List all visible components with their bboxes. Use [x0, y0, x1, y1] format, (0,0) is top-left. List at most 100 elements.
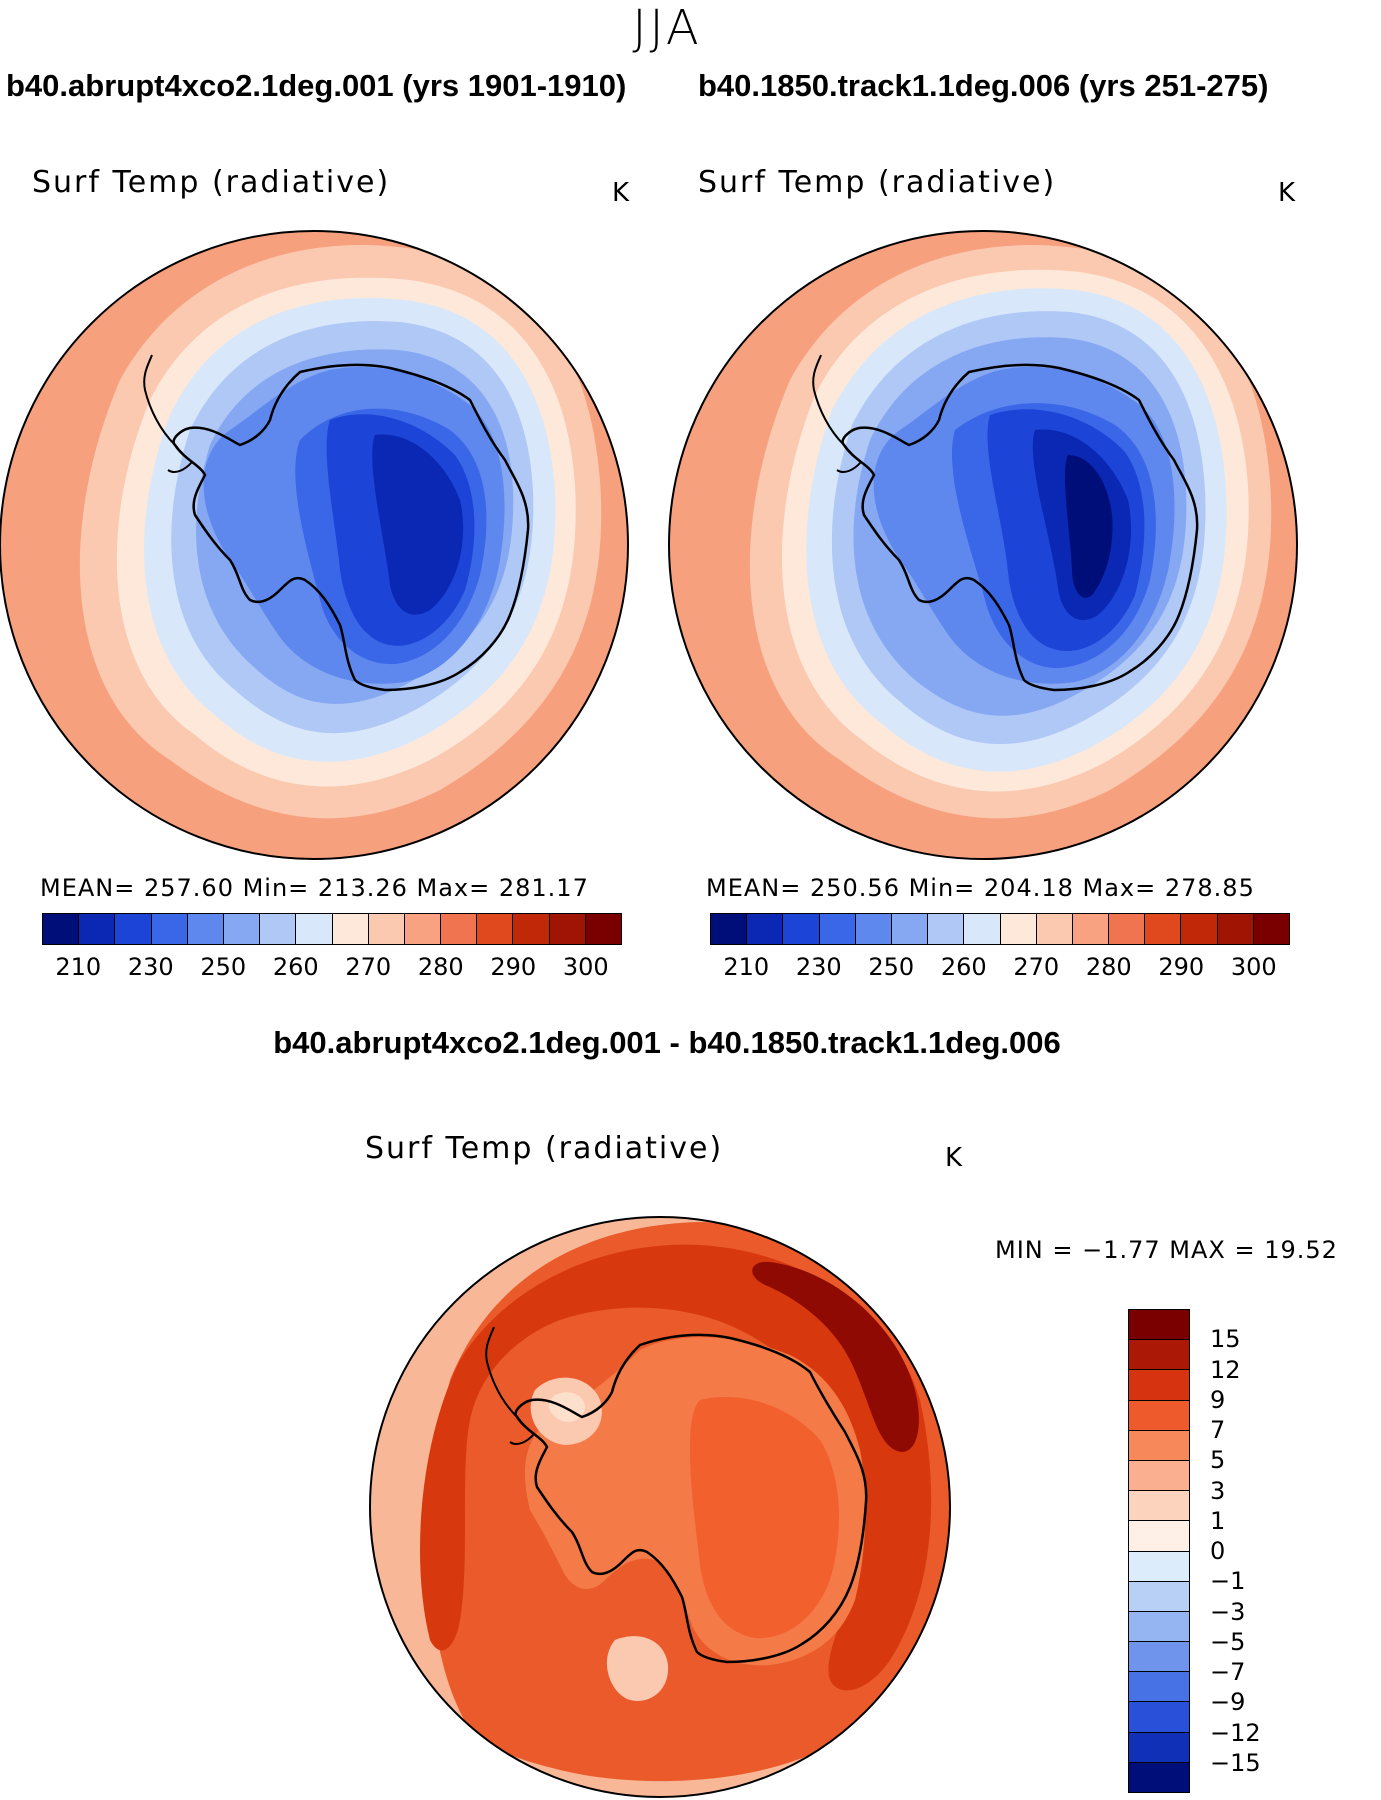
- colorbar-right-swatch: [891, 914, 929, 944]
- colorbar-ticks-left: 210 230 250 260 270 280 290 300: [42, 953, 622, 983]
- colorbar-difference-tick-label: −15: [1210, 1748, 1261, 1777]
- season-title: JJA: [632, 0, 702, 56]
- colorbar-left-swatch: [368, 914, 405, 944]
- colorbar-difference-tick-label: 12: [1210, 1355, 1241, 1384]
- variable-name-right: Surf Temp (radiative): [698, 165, 1057, 200]
- colorbar-right-swatch: [711, 914, 748, 944]
- colorbar-difference-swatch: [1129, 1340, 1189, 1371]
- colorbar-ticks-right: 210 230 250 260 270 280 290 300: [710, 953, 1290, 983]
- colorbar-right-swatch: [928, 914, 965, 944]
- colorbar-difference-swatch: [1129, 1400, 1189, 1431]
- colorbar-right-tick-label: 210: [723, 953, 770, 981]
- colorbar-left-swatch: [187, 914, 224, 944]
- colorbar-left-swatch: [115, 914, 152, 944]
- colorbar-right-swatch: [819, 914, 856, 944]
- coastline-left: [172, 363, 530, 692]
- colorbar-difference-tick-label: −3: [1210, 1597, 1246, 1626]
- colorbar-left-tick-label: 210: [55, 953, 102, 981]
- colorbar-left-tick-label: 280: [417, 953, 464, 981]
- colorbar-left-swatch: [79, 914, 116, 944]
- colorbar-left-swatch: [223, 914, 261, 944]
- stats-diff: MIN = −1.77 MAX = 19.52: [995, 1236, 1338, 1264]
- colorbar-left-swatch: [332, 914, 369, 944]
- stats-left: MEAN= 257.60 Min= 213.26 Max= 281.17: [40, 874, 589, 902]
- colorbar-difference-tick-label: −9: [1210, 1688, 1246, 1717]
- colorbar-right-tick-label: 280: [1085, 953, 1132, 981]
- colorbar-difference-swatch: [1129, 1521, 1189, 1552]
- colorbar-right-swatch: [1072, 914, 1110, 944]
- colorbar-left-swatch: [513, 914, 550, 944]
- colorbar-right-tick-label: 260: [940, 953, 987, 981]
- colorbar-difference-tick-label: −1: [1210, 1567, 1246, 1596]
- colorbar-left-swatch: [260, 914, 297, 944]
- colorbar-difference-swatch: [1129, 1642, 1189, 1673]
- colorbar-right: [710, 913, 1290, 945]
- colorbar-difference-swatch: [1129, 1732, 1189, 1763]
- colorbar-left-swatch: [404, 914, 442, 944]
- colorbar-right-swatch: [1000, 914, 1037, 944]
- colorbar-difference-tick-label: 15: [1210, 1325, 1241, 1354]
- colorbar-left-tick-label: 260: [272, 953, 319, 981]
- colorbar-right-swatch: [1036, 914, 1073, 944]
- unit-left: K: [612, 178, 630, 208]
- colorbar-right-swatch: [964, 914, 1001, 944]
- colorbar-left-swatch: [441, 914, 478, 944]
- colorbar-difference-tick-label: 0: [1210, 1537, 1226, 1565]
- colorbar-right-swatch: [1217, 914, 1254, 944]
- colorbar-left: [42, 913, 622, 945]
- colorbar-difference-swatch: [1129, 1672, 1189, 1703]
- colorbar-right-tick-label: 250: [868, 953, 915, 981]
- colorbar-left-tick-label: 290: [490, 953, 537, 981]
- case-title-right: b40.1850.track1.1deg.006 (yrs 251-275): [698, 68, 1269, 103]
- colorbar-left-tick-label: 230: [127, 953, 174, 981]
- colorbar-right-swatch: [1253, 914, 1289, 944]
- colorbar-right-tick-label: 290: [1158, 953, 1205, 981]
- case-title-left: b40.abrupt4xco2.1deg.001 (yrs 1901-1910): [6, 68, 627, 103]
- colorbar-right-tick-label: 300: [1230, 953, 1277, 981]
- colorbar-right-swatch: [783, 914, 820, 944]
- colorbar-right-swatch: [855, 914, 892, 944]
- colorbar-difference-tick-label: 7: [1210, 1416, 1226, 1444]
- colorbar-difference-tick-label: 1: [1210, 1506, 1226, 1535]
- colorbar-difference-swatch: [1129, 1491, 1189, 1522]
- colorbar-difference: [1128, 1309, 1190, 1793]
- unit-diff: K: [945, 1143, 963, 1173]
- colorbar-difference-swatch: [1129, 1611, 1189, 1643]
- stats-right: MEAN= 250.56 Min= 204.18 Max= 278.85: [706, 874, 1255, 902]
- variable-name-diff: Surf Temp (radiative): [365, 1131, 724, 1166]
- colorbar-left-tick-label: 300: [562, 953, 609, 981]
- colorbar-left-swatch: [151, 914, 188, 944]
- colorbar-left-swatch: [585, 914, 621, 944]
- colorbar-difference-swatch: [1129, 1460, 1189, 1492]
- colorbar-right-swatch: [747, 914, 784, 944]
- colorbar-left-swatch: [296, 914, 333, 944]
- colorbar-left-swatch: [549, 914, 586, 944]
- peninsula-left: [143, 354, 193, 473]
- colorbar-difference-swatch: [1129, 1310, 1189, 1341]
- colorbar-difference-tick-label: 3: [1210, 1476, 1226, 1505]
- colorbar-right-swatch: [1181, 914, 1218, 944]
- unit-right: K: [1278, 178, 1296, 208]
- colorbar-difference-tick-label: −12: [1210, 1718, 1261, 1747]
- colorbar-right-tick-label: 230: [795, 953, 842, 981]
- colorbar-difference-swatch: [1129, 1762, 1189, 1792]
- colorbar-right-tick-label: 270: [1013, 953, 1060, 981]
- colorbar-left-swatch: [43, 914, 80, 944]
- colorbar-difference-swatch: [1129, 1551, 1189, 1582]
- colorbar-left-tick-label: 250: [200, 953, 247, 981]
- colorbar-difference-swatch: [1129, 1430, 1189, 1461]
- difference-title: b40.abrupt4xco2.1deg.001 - b40.1850.trac…: [273, 1025, 1061, 1060]
- colorbar-difference-tick-label: −5: [1210, 1627, 1246, 1656]
- colorbar-left-swatch: [477, 914, 514, 944]
- variable-name-left: Surf Temp (radiative): [32, 165, 391, 200]
- colorbar-ticks-difference: 15 12 9 7 5 3 1 0 −1 −3 −5 −7 −9 −12 −15: [1210, 1309, 1290, 1793]
- colorbar-difference-swatch: [1129, 1370, 1189, 1401]
- colorbar-left-tick-label: 270: [345, 953, 392, 981]
- colorbar-right-swatch: [1145, 914, 1182, 944]
- colorbar-right-swatch: [1109, 914, 1146, 944]
- colorbar-difference-swatch: [1129, 1581, 1189, 1612]
- colorbar-difference-tick-label: −7: [1210, 1658, 1246, 1686]
